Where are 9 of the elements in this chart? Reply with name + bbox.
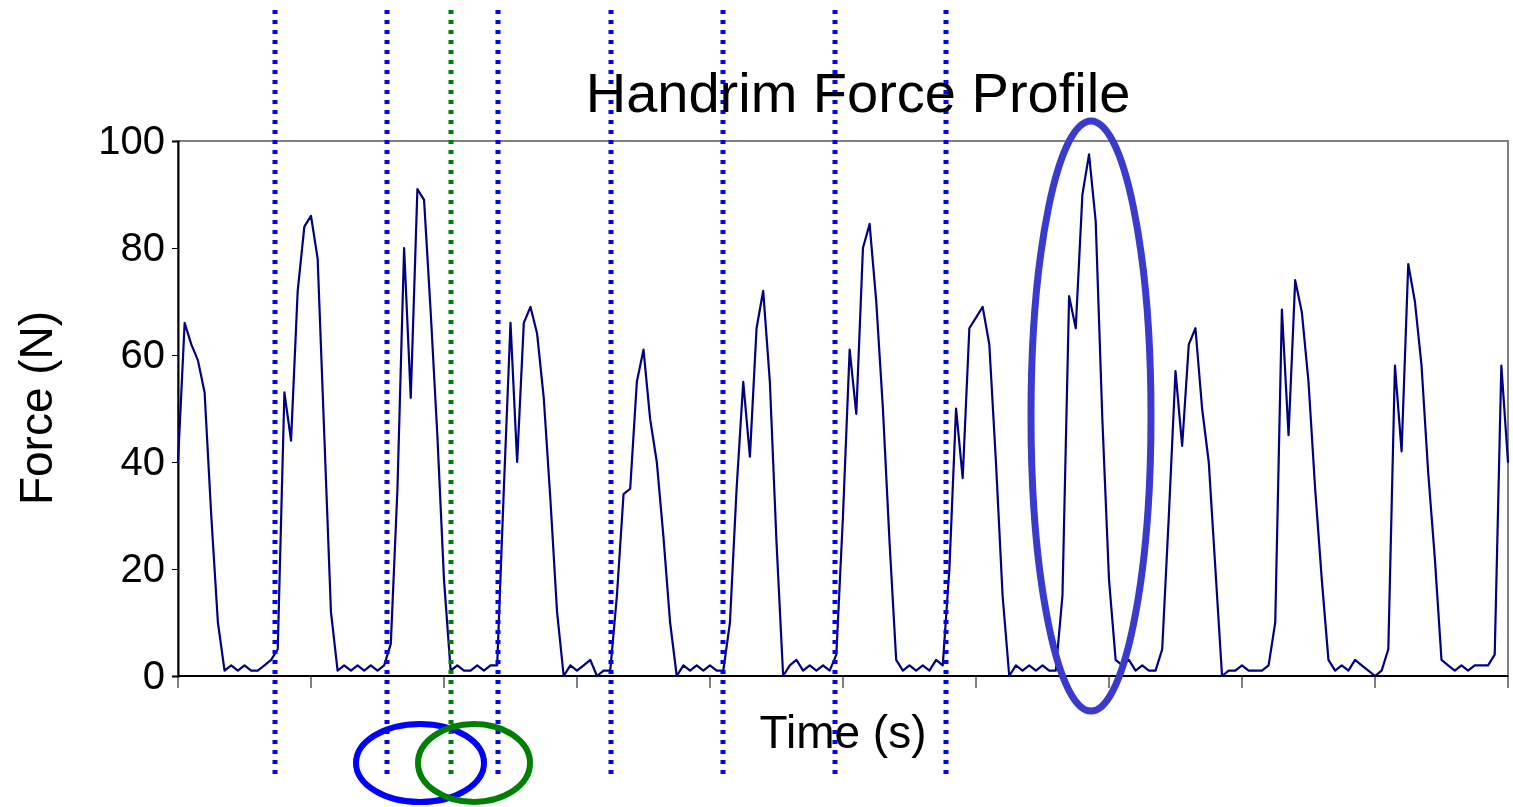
y-tick-label: 0 bbox=[142, 653, 165, 698]
y-axis-title: Force (N) bbox=[10, 310, 62, 506]
chart-title: Handrim Force Profile bbox=[585, 61, 1131, 124]
y-tick-label: 80 bbox=[120, 225, 165, 270]
y-tick-label: 40 bbox=[120, 439, 165, 484]
y-tick-label: 100 bbox=[98, 118, 165, 163]
y-tick-label: 60 bbox=[120, 332, 165, 377]
x-axis-title: Time (s) bbox=[759, 706, 927, 758]
y-tick-label: 20 bbox=[120, 546, 165, 591]
